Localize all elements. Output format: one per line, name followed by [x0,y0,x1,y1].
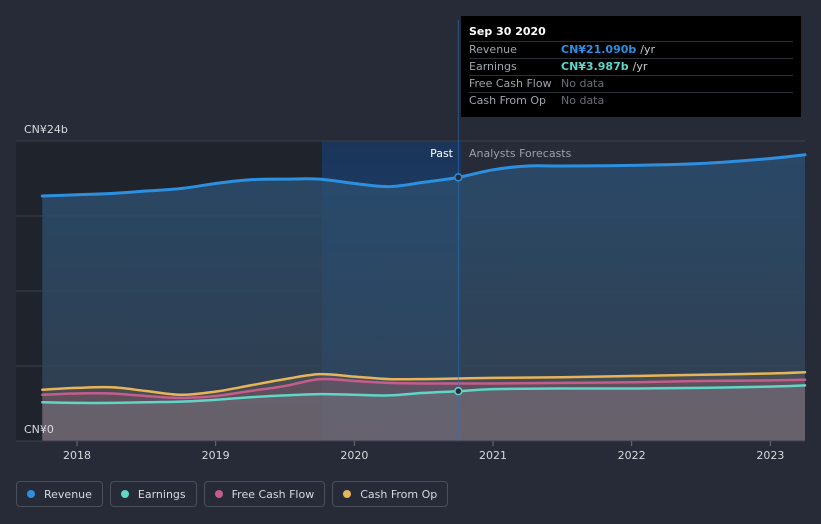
legend-dot-icon [214,490,223,498]
y-axis-bottom-label: CN¥0 [24,423,54,436]
tooltip-label: Free Cash Flow [469,77,552,90]
tooltip-value: No data [561,77,605,90]
tooltip-row-revenue: Revenue CN¥21.090b/yr [469,41,793,58]
x-tick-label: 2022 [618,449,646,462]
y-axis-top-label: CN¥24b [24,123,68,136]
tooltip-label: Revenue [469,43,517,56]
legend-label: Revenue [44,487,92,501]
legend-dot-icon [27,490,35,498]
earnings-line [41,384,807,405]
x-tick-label: 2018 [63,449,91,462]
revenue-line [40,153,807,198]
x-tick-label: 2023 [756,449,784,462]
legend-label: Free Cash Flow [231,487,315,501]
legend-dot-icon [343,490,352,498]
past-label: Past [430,147,454,160]
revenue-point-marker[interactable] [454,173,463,182]
forecast-label: Analysts Forecasts [469,147,572,160]
x-tick-label: 2019 [202,449,230,462]
tooltip-value: No data [561,94,605,107]
legend-cash-from-op[interactable]: Cash From Op [332,481,449,507]
cash-from-op-line [41,371,807,397]
tooltip-earnings-value: CN¥3.987b [561,60,629,73]
x-tick-label: 2020 [340,449,368,462]
tooltip-value: CN¥3.987b/yr [561,59,647,75]
tooltip-label: Earnings [469,60,517,73]
legend-label: Earnings [137,487,186,501]
x-tick-label: 2021 [479,449,507,462]
legend-dot-icon [120,490,129,498]
tooltip-row-free-cash-flow: Free Cash Flow No data [469,75,793,92]
tooltip-row-earnings: Earnings CN¥3.987b/yr [469,58,793,75]
legend-revenue[interactable]: Revenue [16,481,103,507]
tooltip-unit: /yr [640,43,656,56]
tooltip-date: Sep 30 2020 [469,25,546,38]
earnings-point-marker[interactable] [454,386,463,396]
tooltip-row-cash-from-op: Cash From Op No data [469,92,793,109]
hover-tooltip: Sep 30 2020 Revenue CN¥21.090b/yr Earnin… [461,16,801,117]
tooltip-unit: /yr [632,60,648,73]
tooltip-label: Cash From Op [469,94,547,107]
tooltip-revenue-value: CN¥21.090b [561,43,637,56]
revenue-area [42,154,806,442]
legend-free-cash-flow[interactable]: Free Cash Flow [203,481,326,507]
legend-earnings[interactable]: Earnings [109,481,197,507]
chart-legend: Revenue Earnings Free Cash Flow Cash Fro… [16,481,455,507]
legend-label: Cash From Op [360,487,438,501]
free-cash-flow-line [41,377,807,400]
tooltip-value: CN¥21.090b/yr [561,42,655,58]
